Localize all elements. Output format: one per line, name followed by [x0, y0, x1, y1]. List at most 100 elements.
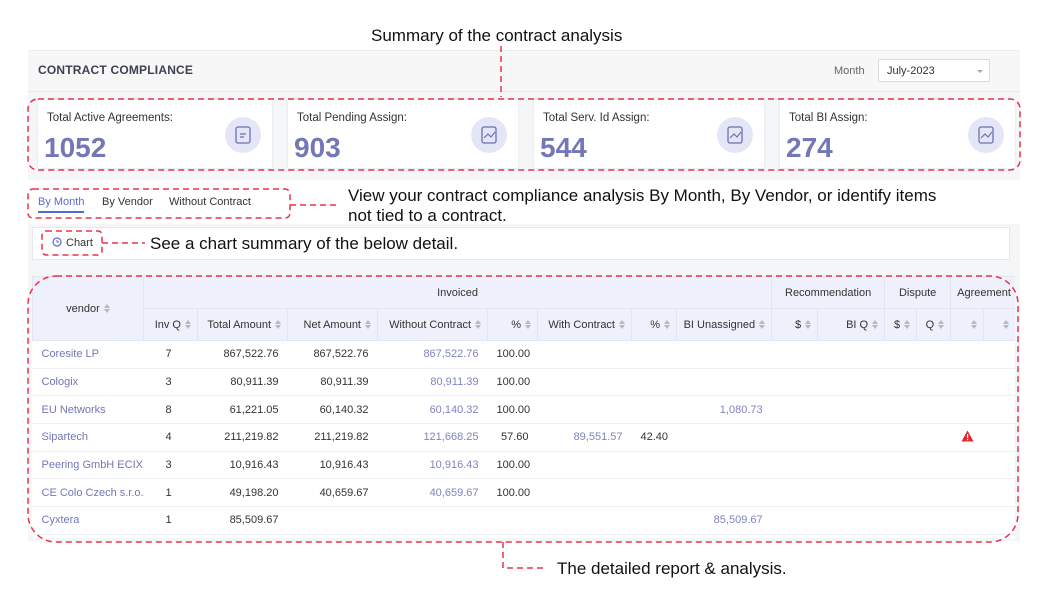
- sort-icon: [938, 319, 945, 329]
- vendor-cell[interactable]: EU Networks: [32, 395, 144, 425]
- table-cell: [817, 506, 885, 535]
- column-header[interactable]: $: [771, 308, 819, 341]
- table-cell: [884, 506, 917, 535]
- group-header: Invoiced: [142, 276, 773, 309]
- table-cell: [771, 478, 818, 508]
- table-cell: [884, 395, 917, 425]
- agreement-cell: [950, 395, 984, 425]
- table-cell: [631, 368, 677, 397]
- table-cell: 61,221.05: [197, 395, 288, 425]
- sort-up: [275, 319, 281, 324]
- column-header-label: %: [650, 318, 660, 331]
- column-header-label: %: [511, 318, 521, 331]
- table-cell: [676, 340, 772, 369]
- annotation-text: The detailed report & analysis.: [557, 559, 787, 578]
- sort-down: [971, 324, 978, 329]
- agreement-cell: [950, 423, 984, 452]
- chart-box: [32, 227, 1010, 260]
- column-header[interactable]: Q: [916, 308, 952, 341]
- column-header[interactable]: With Contract: [537, 308, 632, 341]
- vendor-cell[interactable]: CE Colo Czech s.r.o.: [32, 478, 144, 508]
- column-header[interactable]: Net Amount: [287, 308, 378, 341]
- table-cell: 42.40: [631, 423, 677, 452]
- sort-down: [365, 324, 371, 329]
- table-cell: [771, 395, 818, 425]
- column-header[interactable]: BI Q: [817, 308, 886, 341]
- vendor-cell[interactable]: Cyxtera: [32, 506, 144, 535]
- column-header: [983, 308, 1015, 341]
- vendor-cell[interactable]: Peering GmbH ECIX: [32, 451, 144, 480]
- sort-up: [938, 319, 945, 324]
- column-header: [950, 308, 985, 341]
- table-row: EU Networks 8 61,221.05 60,140.32 60,140.32 1…: [32, 395, 1015, 425]
- sort-down: [904, 324, 911, 329]
- vendor-cell[interactable]: Sipartech: [32, 423, 144, 452]
- month-select[interactable]: July-2023: [878, 59, 990, 82]
- table-cell: [631, 395, 677, 425]
- column-header[interactable]: Total Amount: [197, 308, 288, 341]
- table-cell: [916, 451, 951, 480]
- agreement-cell: [983, 340, 1015, 369]
- table-cell: 40,659.67: [287, 478, 378, 508]
- table-cell: [631, 340, 677, 369]
- sort-up: [525, 319, 531, 324]
- table-cell: 867,522.76: [287, 340, 378, 369]
- card-label: Total BI Assign:: [789, 112, 868, 124]
- sort-up: [904, 319, 911, 324]
- table-cell: [631, 451, 677, 480]
- table-cell: [817, 340, 885, 369]
- group-header: Agreement: [950, 276, 1015, 309]
- sort-down: [475, 324, 481, 329]
- column-header[interactable]: Inv Q: [143, 308, 198, 341]
- table-cell: [771, 506, 818, 535]
- table-cell: [817, 368, 885, 397]
- table-cell: [771, 368, 818, 397]
- agreement-cell: [983, 395, 1015, 425]
- column-header[interactable]: Without Contract: [377, 308, 488, 341]
- table-cell: [537, 368, 632, 397]
- group-header: Recommendation: [771, 276, 886, 309]
- tab[interactable]: By Month: [38, 196, 85, 213]
- header-bar: [28, 51, 1020, 92]
- table-cell: [771, 451, 818, 480]
- column-header-label: Without Contract: [389, 318, 471, 331]
- table-body: Coresite LP 7 867,522.76 867,522.76 867,522.…: [32, 340, 1015, 535]
- vendor-cell[interactable]: Coresite LP: [32, 340, 144, 369]
- column-header[interactable]: vendor: [32, 276, 144, 341]
- group-header: Dispute: [884, 276, 952, 309]
- table-cell: [676, 478, 772, 508]
- column-header[interactable]: %: [631, 308, 677, 341]
- sort-down: [275, 324, 281, 329]
- sort-up: [475, 319, 481, 324]
- table-cell: 100.00: [487, 368, 538, 397]
- card-icon: [968, 117, 1004, 153]
- tab[interactable]: Without Contract: [169, 196, 251, 208]
- table-cell: 100.00: [487, 395, 538, 425]
- column-header[interactable]: $: [884, 308, 918, 341]
- tab[interactable]: By Vendor: [102, 196, 153, 208]
- card-icon: [471, 117, 507, 153]
- vendor-cell[interactable]: Cologix: [32, 368, 144, 397]
- chart-button-label: Chart: [66, 237, 93, 249]
- table-cell: [537, 506, 632, 535]
- table-cell: [817, 451, 885, 480]
- agreement-cell: [950, 506, 984, 535]
- sort-up: [1003, 319, 1010, 324]
- sort-icon: [904, 319, 911, 329]
- column-header[interactable]: %: [487, 308, 538, 341]
- table-cell: [916, 478, 951, 508]
- column-header[interactable]: BI Unassigned: [675, 308, 773, 341]
- annotation-text: See a chart summary of the below detail.: [150, 234, 459, 253]
- column-header-label: $: [893, 318, 901, 331]
- sort-icon: [365, 319, 371, 329]
- agreement-cell: [950, 451, 984, 480]
- chart-button[interactable]: Chart: [52, 237, 93, 249]
- table-cell: 60,140.32: [377, 395, 488, 425]
- summary-card: Total BI Assign: 274: [780, 100, 1015, 168]
- summary-card: Total Serv. Id Assign: 544: [534, 100, 764, 168]
- warning-icon: [961, 430, 974, 442]
- card-label: Total Serv. Id Assign:: [543, 112, 650, 124]
- sort-down: [938, 324, 945, 329]
- page-title: CONTRACT COMPLIANCE: [38, 63, 194, 77]
- sort-icon: [103, 303, 110, 313]
